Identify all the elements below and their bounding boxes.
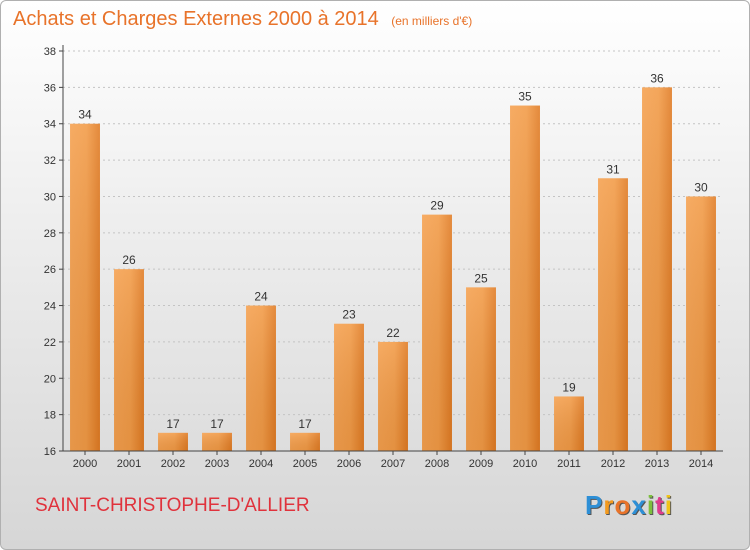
data-label: 19 [562, 380, 576, 394]
y-tick-label: 28 [44, 228, 56, 240]
bar-shade [290, 432, 320, 451]
title-row: Achats et Charges Externes 2000 à 2014 (… [13, 8, 472, 31]
chart-unit: (en milliers d'€) [391, 14, 473, 28]
data-label: 22 [386, 326, 400, 340]
proxiti-logo[interactable]: Proxiti [585, 490, 673, 521]
y-tick-label: 36 [44, 82, 56, 94]
x-tick-label: 2007 [381, 458, 405, 470]
bar-shade [246, 305, 276, 451]
x-tick-label: 2009 [469, 458, 493, 470]
x-tick-label: 2013 [645, 458, 669, 470]
x-tick-label: 2001 [117, 458, 141, 470]
y-tick-label: 38 [44, 46, 56, 58]
x-tick-label: 2014 [689, 458, 713, 470]
bar-shade [334, 323, 364, 451]
bars [70, 87, 716, 452]
logo-letter: r [603, 490, 615, 520]
data-label: 23 [342, 308, 356, 322]
bar-shade [554, 396, 584, 451]
y-tick-label: 20 [44, 373, 56, 385]
data-label: 30 [694, 180, 708, 194]
data-label: 31 [606, 162, 620, 176]
data-label: 34 [78, 108, 92, 122]
logo-letter: x [631, 490, 647, 520]
data-label: 24 [254, 290, 268, 304]
bar-shade [510, 105, 540, 451]
y-tick-label: 24 [44, 301, 56, 313]
logo-letter: i [664, 490, 673, 520]
x-tick-label: 2002 [161, 458, 185, 470]
x-tick-label: 2003 [205, 458, 229, 470]
logo-letter: o [614, 490, 632, 520]
bar-shade [466, 287, 496, 451]
bar-shade [202, 432, 232, 451]
x-tick-label: 2012 [601, 458, 625, 470]
commune-name: SAINT-CHRISTOPHE-D'ALLIER [35, 495, 310, 516]
bar-shade [70, 123, 100, 452]
x-tick-label: 2005 [293, 458, 317, 470]
data-label: 17 [210, 417, 224, 431]
bar-shade [642, 87, 672, 451]
x-tick-label: 2004 [249, 458, 273, 470]
bar-shade [158, 432, 188, 451]
x-tick-label: 2000 [73, 458, 97, 470]
x-tick-label: 2011 [557, 458, 581, 470]
bar-shade [378, 341, 408, 451]
data-label: 35 [518, 90, 532, 104]
logo-letter: P [585, 490, 604, 520]
bar-shade [598, 178, 628, 452]
chart-title: Achats et Charges Externes 2000 à 2014 [13, 8, 379, 30]
logo-letter: i [646, 490, 656, 520]
logo-letter: t [655, 490, 665, 520]
y-tick-label: 16 [44, 446, 56, 458]
y-tick-label: 18 [44, 410, 56, 422]
y-tick-label: 26 [44, 264, 56, 276]
y-tick-label: 30 [44, 191, 56, 203]
data-label: 29 [430, 199, 444, 213]
data-label: 36 [650, 71, 664, 85]
x-tick-label: 2006 [337, 458, 361, 470]
data-labels: 34 26 17 17 24 17 23 22 29 25 35 19 31 36 30 [78, 71, 708, 430]
bar-shade [422, 214, 452, 451]
data-label: 25 [474, 271, 488, 285]
axes: 16 18 20 22 24 26 28 30 32 34 36 38 2000 2001 2002 2003… [44, 45, 723, 470]
y-tick-label: 34 [44, 119, 56, 131]
bar-chart: 16 18 20 22 24 26 28 30 32 34 36 38 2000 2001 2002 2003… [44, 45, 723, 470]
data-label: 26 [122, 253, 136, 267]
x-tick-label: 2010 [513, 458, 537, 470]
data-label: 17 [298, 417, 312, 431]
x-tick-label: 2008 [425, 458, 449, 470]
data-label: 17 [166, 417, 180, 431]
bar-shade [114, 269, 144, 451]
bar-shade [686, 196, 716, 451]
y-tick-label: 22 [44, 337, 56, 349]
y-tick-label: 32 [44, 155, 56, 167]
